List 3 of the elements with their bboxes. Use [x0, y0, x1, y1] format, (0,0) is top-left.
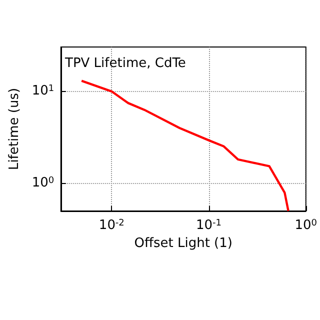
x-axis-title: Offset Light (1): [134, 236, 232, 251]
text: TPV Lifetime, CdTe: [64, 56, 186, 71]
y-axis-title: Lifetime (us): [7, 88, 22, 170]
